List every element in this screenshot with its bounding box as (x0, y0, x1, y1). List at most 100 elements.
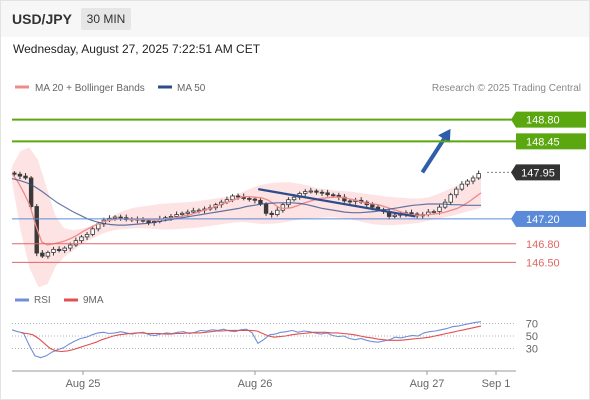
candle-body (275, 209, 280, 215)
candle-body (465, 180, 470, 185)
candle (62, 246, 67, 254)
level-tag-147.95: 147.95 (511, 164, 560, 181)
x-tick-label: Aug 26 (238, 378, 273, 390)
x-tick-label: Aug 27 (410, 378, 445, 390)
candle-body (17, 173, 23, 177)
support-level-label: 146.50 (526, 257, 560, 269)
candle-body (40, 252, 45, 257)
candle-body (437, 206, 442, 212)
candle-body (314, 190, 319, 193)
level-tag-bg (516, 133, 586, 150)
candle-body (45, 252, 51, 257)
resistance-trendline (258, 188, 416, 218)
bollinger-band-fill (12, 147, 481, 288)
candle-body (347, 200, 353, 203)
x-axis: Aug 25 Aug 26 Aug 27 Sep 1 (66, 371, 511, 390)
level-tag-146.50: 146.50 (526, 257, 560, 269)
last-price-tag-pointer (511, 164, 516, 181)
x-tick-label: Sep 1 (482, 378, 511, 390)
candle (308, 187, 314, 194)
candle-body (319, 191, 325, 194)
candle-body (140, 219, 146, 222)
candle-body (174, 214, 179, 217)
last-price-tag-bg (516, 164, 560, 181)
candle-body (51, 248, 56, 253)
candle (84, 231, 90, 241)
candle-body (470, 177, 476, 182)
candle-body (252, 198, 258, 201)
candle-body (308, 190, 314, 193)
candle (454, 186, 459, 198)
x-tick-label: Aug 25 (66, 378, 101, 390)
candle (314, 189, 319, 195)
candle (40, 249, 45, 259)
candle (476, 170, 481, 180)
candle-body (112, 216, 118, 219)
candle-body (392, 214, 397, 217)
candle-body (73, 240, 79, 246)
rsi-tick-label: 70 (526, 319, 538, 331)
candle-body (303, 191, 308, 194)
rsi-ma-legend-label: 9MA (83, 295, 104, 306)
candle (51, 246, 56, 256)
rsi-line (11, 321, 482, 359)
candle (470, 175, 476, 185)
candle (56, 246, 62, 253)
rsi-tick-label: 50 (526, 331, 538, 343)
candle-body (90, 228, 95, 235)
candle-body (409, 212, 414, 215)
candle-body (146, 220, 151, 224)
timeframe-button[interactable]: 30 MIN (81, 8, 131, 30)
candle (90, 225, 95, 237)
support-level-label: 146.80 (526, 239, 560, 251)
candle-body (263, 203, 269, 214)
candle-body (68, 244, 73, 249)
ma50-line (11, 178, 481, 226)
candle-body (269, 212, 274, 215)
candle (17, 171, 23, 180)
level-tag-pointer (511, 210, 516, 227)
level-tag-148.45: 148.45 (516, 133, 586, 150)
candle (448, 192, 453, 205)
level-tag-146.80: 146.80 (526, 239, 560, 251)
candle-body (62, 247, 67, 251)
trend-arrow-shaft (420, 137, 446, 174)
candle (23, 173, 28, 180)
level-tag-147.20: 147.20 (511, 210, 586, 227)
rsi-ma-line (21, 325, 482, 353)
candle-body (235, 195, 241, 198)
candle-body (230, 195, 235, 201)
price-plot (11, 128, 482, 288)
candle-body (454, 188, 459, 196)
candle-body (370, 204, 375, 208)
candle (28, 176, 34, 209)
ma20-legend-label: MA 20 + Bollinger Bands (35, 83, 145, 94)
candle (303, 189, 308, 197)
candle-body (23, 175, 28, 179)
candle-body (84, 234, 90, 238)
candle (118, 214, 123, 221)
ma50-legend-label: MA 50 (177, 83, 206, 94)
level-tag-label: 148.80 (526, 115, 560, 127)
candle (319, 189, 325, 196)
level-tag-bg (516, 210, 586, 227)
level-lines: 148.80 148.45 147.95 147.20 146.80 146.50 (12, 111, 586, 269)
candle (73, 237, 79, 247)
level-tag-label: 148.45 (526, 136, 560, 148)
rsi-legend-label: RSI (34, 295, 51, 306)
datetime-label: Wednesday, August 27, 2025 7:22:51 AM CE… (13, 42, 261, 56)
candle-body (247, 198, 252, 200)
header-bar: USD/JPY 30 MIN (1, 1, 589, 37)
candle-body (431, 211, 437, 213)
last-price-tag-label: 147.95 (521, 167, 555, 179)
candle-body (325, 192, 330, 196)
candle-body (191, 210, 196, 213)
candle (269, 210, 274, 218)
candle (459, 181, 465, 191)
candle (347, 199, 353, 205)
candle-body (179, 212, 185, 215)
candle-body (28, 177, 34, 207)
candle (275, 207, 280, 217)
candle-body (448, 194, 453, 203)
